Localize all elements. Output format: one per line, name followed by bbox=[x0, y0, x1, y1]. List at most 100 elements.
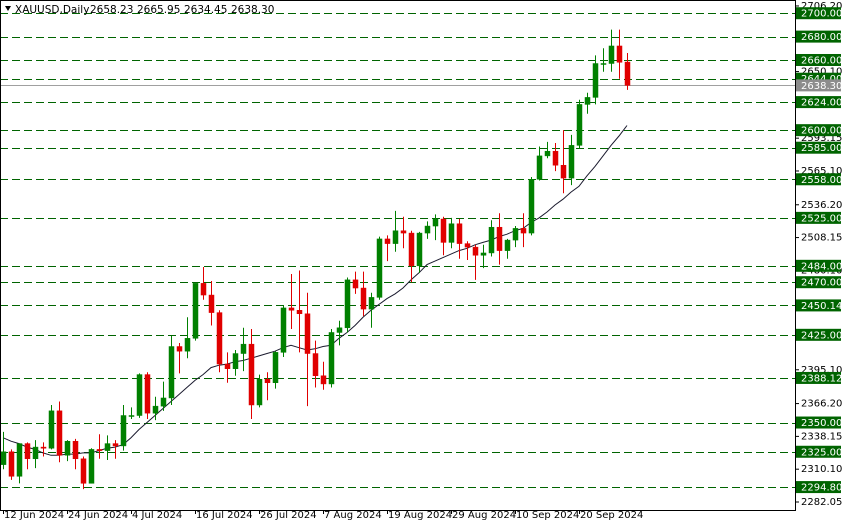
candle-body bbox=[480, 252, 487, 256]
candle-body bbox=[128, 415, 135, 417]
candle-body bbox=[80, 458, 87, 484]
level-box bbox=[796, 124, 841, 137]
menu-triangle bbox=[5, 6, 11, 11]
level-box bbox=[796, 416, 841, 429]
candle-body bbox=[112, 443, 119, 447]
level-box bbox=[796, 141, 841, 154]
candle-body bbox=[432, 218, 439, 227]
level-box bbox=[796, 371, 841, 384]
x-tick-label: 29 Aug 2024 bbox=[452, 510, 516, 521]
candle-body bbox=[456, 223, 463, 244]
candle-body bbox=[144, 374, 151, 414]
level-label: 2450.14 bbox=[801, 301, 842, 312]
candle-body bbox=[472, 246, 479, 256]
candle-body bbox=[120, 415, 127, 447]
level-label: 2600.00 bbox=[801, 126, 842, 137]
level-box bbox=[796, 276, 841, 289]
axis-layer: 2706.20 2650.10 2593.15 2565.10 2536.20 2508.… bbox=[3, 1, 842, 521]
candle-body bbox=[176, 346, 183, 352]
candle-body bbox=[384, 238, 391, 244]
candle-body bbox=[296, 310, 303, 315]
candle-body bbox=[552, 150, 559, 166]
candle-body bbox=[424, 225, 431, 234]
candle-body bbox=[536, 155, 543, 180]
candle-body bbox=[592, 63, 599, 98]
candle-body bbox=[248, 343, 255, 406]
candle-body bbox=[600, 63, 607, 65]
candle-body bbox=[56, 410, 63, 456]
header-close: 2638.30 bbox=[231, 4, 274, 16]
last-price-box bbox=[796, 79, 841, 92]
candle-body bbox=[48, 410, 55, 449]
candle-body bbox=[448, 223, 455, 243]
header-high: 2665.95 bbox=[137, 4, 180, 16]
candle-body bbox=[0, 451, 7, 465]
candle-body bbox=[504, 239, 511, 251]
symbol-title: XAUUSD,Daily bbox=[15, 4, 89, 16]
level-label: 2700.00 bbox=[801, 9, 842, 20]
x-tick-label: 4 Jul 2024 bbox=[132, 510, 182, 521]
level-box bbox=[796, 173, 841, 186]
y-tick-label: 2366.20 bbox=[801, 399, 842, 410]
level-box bbox=[796, 299, 841, 312]
level-label: 2660.00 bbox=[801, 55, 842, 66]
candle-body bbox=[376, 238, 383, 298]
candle-body bbox=[200, 283, 207, 296]
level-box bbox=[796, 445, 841, 458]
candle-body bbox=[408, 232, 415, 267]
candle-body bbox=[232, 353, 239, 369]
level-label: 2294.80 bbox=[801, 483, 842, 494]
candle-body bbox=[32, 446, 39, 460]
candle-body bbox=[496, 226, 503, 251]
candle-body bbox=[72, 440, 79, 460]
candle-body bbox=[16, 443, 23, 477]
candle-body bbox=[88, 449, 95, 484]
levels-layer bbox=[0, 13, 795, 488]
level-label: 2558.00 bbox=[801, 175, 842, 186]
last-price-label: 2638.30 bbox=[801, 81, 842, 92]
level-label: 2680.00 bbox=[801, 32, 842, 43]
level-box bbox=[796, 211, 841, 224]
x-tick-label: 19 Aug 2024 bbox=[388, 510, 452, 521]
candle-body bbox=[368, 297, 375, 310]
y-tick-label: 2282.05 bbox=[801, 497, 842, 508]
candle-body bbox=[152, 405, 159, 414]
candle-body bbox=[8, 451, 15, 477]
candle-body bbox=[624, 61, 631, 86]
x-tick-label: 24 Jun 2024 bbox=[68, 510, 128, 521]
y-tick-label: 2395.10 bbox=[801, 365, 842, 376]
candle-body bbox=[184, 338, 191, 352]
candle-body bbox=[40, 446, 47, 449]
x-tick-label: 20 Sep 2024 bbox=[580, 510, 643, 521]
candle-body bbox=[400, 230, 407, 234]
candle-body bbox=[224, 363, 231, 369]
marks-layer bbox=[0, 29, 631, 490]
candle-body bbox=[440, 218, 447, 243]
candle-body bbox=[584, 97, 591, 105]
candle-body bbox=[24, 443, 31, 460]
candle-body bbox=[576, 104, 583, 146]
candle-body bbox=[488, 226, 495, 254]
plot-frame bbox=[0, 0, 796, 511]
level-box bbox=[796, 7, 841, 20]
candle-body bbox=[168, 346, 175, 399]
header-open: 2658.23 bbox=[90, 4, 133, 16]
candle-body bbox=[568, 145, 575, 179]
candle-body bbox=[96, 449, 103, 451]
y-tick-label: 2310.10 bbox=[801, 464, 842, 475]
level-label: 2470.00 bbox=[801, 278, 842, 289]
candle-body bbox=[320, 375, 327, 385]
candle-body bbox=[560, 164, 567, 179]
candle-body bbox=[160, 397, 167, 407]
level-label: 2525.00 bbox=[801, 213, 842, 224]
candle-body bbox=[416, 232, 423, 267]
candle-body bbox=[304, 313, 311, 354]
candle-body bbox=[240, 343, 247, 354]
level-label: 2484.00 bbox=[801, 261, 842, 272]
candle-body bbox=[272, 352, 279, 384]
candle-body bbox=[328, 332, 335, 385]
candle-body bbox=[520, 228, 527, 234]
header-low: 2634.45 bbox=[184, 4, 227, 16]
candle-body bbox=[336, 327, 343, 333]
